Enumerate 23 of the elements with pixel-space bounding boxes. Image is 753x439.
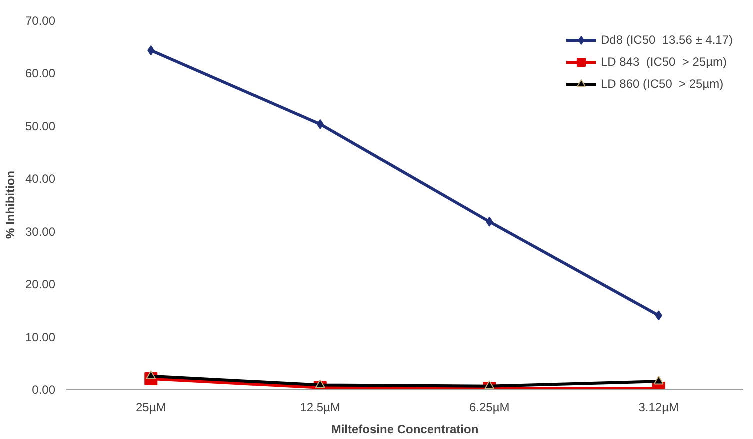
point bbox=[146, 370, 156, 380]
legend-label: LD 860 (IC50 > 25µm) bbox=[601, 77, 724, 91]
x-tick-label: 3.12µM bbox=[638, 400, 680, 414]
point bbox=[654, 376, 664, 385]
y-tick-label: 70.00 bbox=[25, 14, 56, 28]
y-tick-label: 0.00 bbox=[32, 383, 56, 397]
y-tick-label: 50.00 bbox=[25, 119, 56, 134]
y-tick-label: 10.00 bbox=[25, 330, 56, 344]
y-axis-title: % Inhibition bbox=[3, 170, 18, 239]
point bbox=[316, 119, 324, 130]
x-tick-label: 25µM bbox=[136, 400, 166, 414]
x-axis-title: Miltefosine Concentration bbox=[331, 422, 479, 436]
x-tick-label: 12.5µM bbox=[300, 400, 341, 414]
point bbox=[486, 216, 494, 227]
y-tick-label: 30.00 bbox=[25, 224, 56, 239]
x-tick-label: 6.25µM bbox=[469, 400, 510, 414]
y-tick-label: 60.00 bbox=[25, 66, 56, 81]
y-tick-label: 40.00 bbox=[25, 172, 56, 186]
legend-label: LD 843 (IC50 > 25µm) bbox=[601, 55, 727, 69]
legend-label: Dd8 (IC50 13.56 ± 4.17) bbox=[601, 33, 733, 47]
point bbox=[148, 46, 155, 56]
y-tick-label: 20.00 bbox=[25, 278, 56, 292]
point bbox=[655, 310, 662, 321]
